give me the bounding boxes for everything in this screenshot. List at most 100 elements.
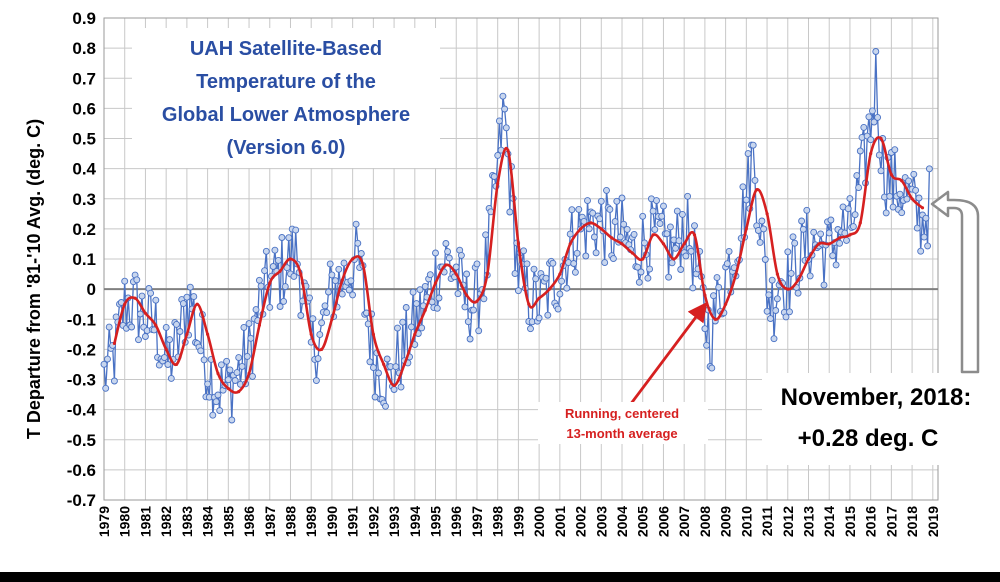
monthly-point [135, 336, 142, 344]
monthly-point [480, 295, 488, 303]
running-average-point [848, 233, 852, 237]
monthly-point [868, 107, 876, 115]
running-average-point [237, 390, 241, 394]
x-tick-label: 2004 [614, 506, 630, 537]
y-tick-label: 0.4 [72, 160, 96, 179]
monthly-point [767, 315, 774, 323]
x-tick-label: 1986 [241, 506, 257, 537]
monthly-point [285, 234, 293, 242]
running-average-point [195, 302, 199, 306]
monthly-point [445, 254, 453, 262]
monthly-point [511, 270, 519, 278]
monthly-point [397, 383, 405, 391]
monthly-point [891, 146, 899, 154]
running-average-point [340, 278, 344, 282]
monthly-point [701, 325, 709, 333]
title-line: Global Lower Atmosphere [162, 104, 410, 126]
monthly-point [523, 260, 531, 268]
monthly-point [715, 283, 723, 291]
x-tick-label: 1996 [448, 506, 464, 537]
monthly-point [252, 306, 260, 314]
monthly-point [530, 265, 538, 273]
monthly-point [803, 206, 811, 214]
x-tick-label: 2001 [552, 506, 568, 537]
monthly-point [635, 278, 643, 286]
monthly-point [326, 260, 334, 268]
annotations: Running, centered 13-month average [538, 301, 708, 444]
y-tick-label: 0.8 [72, 39, 96, 58]
monthly-point [274, 256, 282, 264]
running-average-point [133, 296, 137, 300]
monthly-point [527, 325, 534, 333]
running-average-point [620, 242, 624, 246]
monthly-point [566, 230, 574, 238]
running-average-point [216, 371, 220, 376]
x-tick-label: 2006 [655, 506, 671, 537]
y-tick-label: -0.3 [67, 371, 96, 390]
monthly-point [905, 177, 913, 185]
x-tick-label: 1984 [200, 506, 216, 537]
running-average-point [838, 236, 842, 240]
monthly-point [684, 192, 692, 200]
monthly-point [590, 233, 598, 241]
monthly-point [133, 276, 141, 284]
running-average-point [610, 236, 614, 240]
monthly-point [597, 197, 605, 205]
monthly-point [825, 229, 833, 237]
monthly-point [689, 284, 697, 292]
callout: November, 2018: +0.28 deg. C [762, 190, 994, 465]
monthly-point [224, 376, 232, 384]
running-average-point [755, 188, 759, 192]
monthly-point [856, 147, 864, 155]
running-average-point [734, 272, 738, 276]
y-tick-label: -0.1 [67, 310, 96, 329]
running-average-point [713, 317, 717, 321]
running-average-point [827, 242, 831, 246]
x-tick-label: 1993 [386, 506, 402, 537]
running-average-point [775, 272, 780, 276]
running-average-point [371, 332, 375, 336]
running-average-point [506, 149, 510, 153]
x-tick-label: 2005 [635, 506, 651, 537]
monthly-point [306, 294, 313, 302]
monthly-point [312, 377, 320, 385]
running-average-point [268, 281, 272, 285]
monthly-point [190, 293, 198, 301]
monthly-point [758, 217, 766, 225]
x-tick-label: 1990 [324, 506, 340, 537]
monthly-point [335, 265, 343, 273]
title-line: (Version 6.0) [227, 137, 346, 159]
monthly-point [851, 211, 859, 219]
running-average-point [920, 206, 925, 210]
monthly-point [843, 236, 850, 244]
running-average-point [330, 317, 334, 321]
running-average-point [744, 227, 748, 231]
x-tick-label: 1988 [282, 506, 298, 537]
running-average-point [516, 242, 521, 246]
running-average-point [724, 302, 728, 306]
x-tick-label: 2000 [531, 506, 547, 537]
monthly-point [328, 271, 336, 279]
x-tick-label: 1999 [510, 506, 526, 537]
monthly-point [369, 364, 377, 372]
monthly-point [649, 207, 657, 215]
running-average-point [496, 182, 500, 186]
monthly-point [558, 277, 566, 285]
monthly-point [886, 192, 894, 200]
monthly-point [912, 186, 920, 194]
monthly-point [644, 274, 652, 282]
monthly-point [782, 313, 790, 321]
y-tick-label: 0.7 [72, 69, 96, 88]
monthly-point [514, 287, 522, 295]
monthly-point [687, 247, 695, 255]
running-average-point [806, 257, 811, 261]
monthly-point [345, 286, 353, 294]
monthly-point [240, 323, 248, 331]
monthly-point [846, 195, 854, 203]
title-line: UAH Satellite-Based [190, 38, 382, 60]
monthly-point [898, 209, 906, 217]
monthly-point [639, 212, 647, 220]
monthly-point [660, 202, 667, 210]
running-average-point [817, 242, 821, 246]
